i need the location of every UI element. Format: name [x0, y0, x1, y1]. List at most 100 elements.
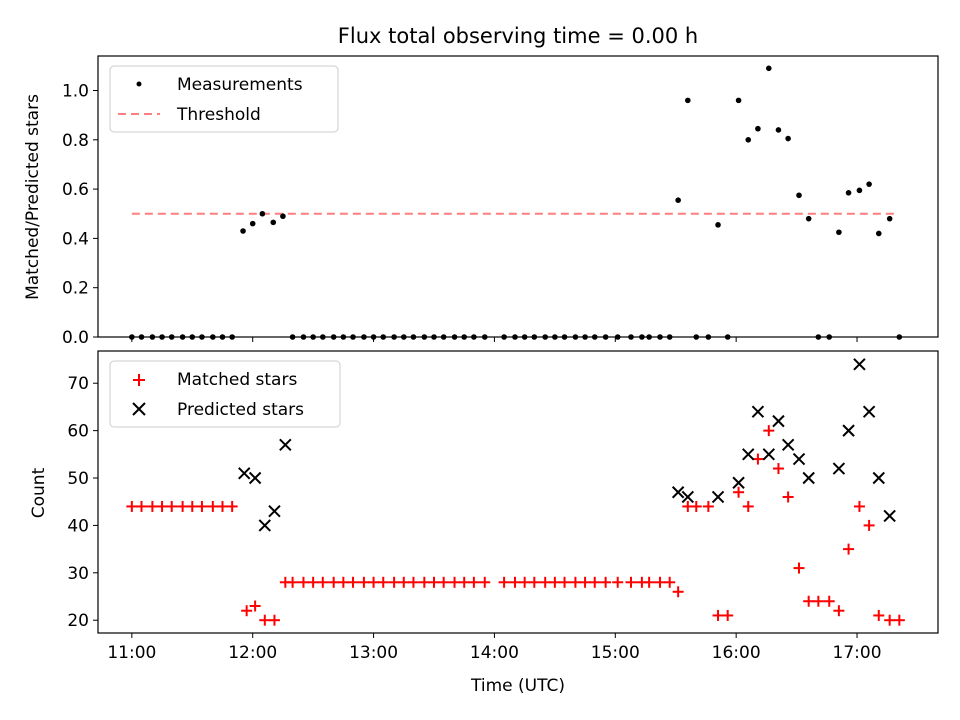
- predicted-star-stroke-b: [792, 452, 806, 466]
- measurement-point: [249, 220, 256, 227]
- measurement-point: [875, 230, 882, 237]
- top-y-tick-label: 0.2: [62, 279, 89, 299]
- bottom-x-ticks: 11:00 12:00 13:00 14:00 15:00 16:00 17:00: [107, 633, 882, 663]
- x-tick-label: 14:00: [470, 643, 519, 663]
- bottom-y-tick-label: 50: [67, 469, 89, 489]
- matched-star-marker: [528, 576, 540, 588]
- matched-star-marker: [216, 500, 228, 512]
- matched-star-marker: [722, 609, 734, 621]
- x-axis-label: Time (UTC): [470, 676, 565, 696]
- predicted-star-stroke-b: [671, 486, 685, 499]
- legend-matched-label: Matched stars: [177, 370, 297, 390]
- x-tick-label: 13:00: [349, 643, 398, 663]
- predicted-star-stroke-b: [279, 438, 292, 452]
- measurement-point: [745, 137, 752, 143]
- matched-star-marker: [672, 586, 684, 598]
- predicted-star-stroke-b: [832, 462, 846, 475]
- bottom-legend-box: [109, 360, 341, 428]
- matched-star-marker: [347, 576, 359, 588]
- legend-threshold-label: Threshold: [176, 105, 261, 125]
- matched-star-marker: [418, 576, 430, 588]
- matched-star-marker: [690, 500, 702, 512]
- predicted-star-marker: [792, 452, 806, 466]
- matched-star-marker: [241, 605, 253, 617]
- matched-star-marker: [226, 500, 238, 512]
- matched-star-marker: [479, 576, 491, 588]
- predicted-star-stroke-b: [268, 504, 281, 518]
- matched-star-marker: [782, 491, 794, 503]
- top-y-ticks: 0.0 0.2 0.4 0.6 0.8 1.0: [62, 82, 98, 348]
- matched-star-marker: [863, 519, 875, 531]
- top-y-tick-label: 1.0: [62, 82, 89, 102]
- predicted-star-stroke-b: [802, 471, 815, 485]
- matched-star-marker: [519, 576, 531, 588]
- predicted-star-marker: [781, 438, 795, 452]
- matched-star-marker: [712, 609, 724, 621]
- matched-star-marker: [579, 576, 591, 588]
- predicted-star-stroke-b: [762, 448, 775, 461]
- measurement-point: [270, 219, 277, 226]
- predicted-star-stroke-b: [872, 471, 885, 485]
- matched-star-marker: [388, 576, 400, 588]
- predicted-star-stroke-b: [781, 438, 795, 452]
- predicted-star-marker: [681, 490, 695, 504]
- matched-star-marker: [498, 576, 510, 588]
- matched-star-marker: [328, 576, 340, 588]
- matched-star-marker: [156, 500, 168, 512]
- bottom-y-tick-label: 30: [67, 564, 89, 584]
- predicted-star-stroke-b: [751, 405, 765, 418]
- matched-star-marker: [833, 605, 845, 617]
- predicted-star-stroke-b: [842, 424, 855, 437]
- matched-star-marker: [458, 576, 470, 588]
- matched-star-marker: [664, 576, 676, 588]
- predicted-star-marker: [732, 476, 745, 489]
- top-x-ticks: [131, 337, 858, 342]
- top-y-axis-label: Matched/Predicted stars: [23, 94, 43, 300]
- top-y-tick-label: 0.0: [62, 328, 89, 348]
- measurement-point: [866, 181, 872, 187]
- bottom-y-tick-label: 60: [67, 422, 89, 442]
- matched-star-marker: [307, 576, 319, 588]
- matched-star-marker: [287, 576, 299, 588]
- legend-measurements-label: Measurements: [177, 75, 303, 95]
- matched-star-marker: [893, 614, 905, 626]
- matched-star-marker: [843, 543, 855, 555]
- matched-star-marker: [166, 500, 178, 512]
- matched-star-marker: [643, 576, 655, 588]
- matched-star-marker: [509, 576, 521, 588]
- x-tick-label: 11:00: [107, 643, 156, 663]
- matched-star-marker: [398, 576, 410, 588]
- measurement-point: [715, 222, 721, 228]
- matched-star-marker: [549, 576, 561, 588]
- measurement-point: [805, 215, 812, 222]
- predicted-star-marker: [248, 471, 262, 485]
- matched-star-marker: [407, 576, 419, 588]
- matched-star-marker: [702, 500, 714, 512]
- matched-star-marker: [559, 576, 571, 588]
- matched-star-marker: [812, 595, 824, 607]
- matched-star-marker: [589, 576, 601, 588]
- bottom-axes-frame: [97, 350, 939, 634]
- matched-star-marker: [368, 576, 380, 588]
- predicted-star-stroke-b: [862, 405, 876, 418]
- legend-predicted-marker: [132, 402, 146, 416]
- predicted-star-stroke-b: [258, 519, 271, 532]
- predicted-star-marker: [832, 462, 846, 475]
- predicted-star-stroke-b: [238, 467, 251, 480]
- top-y-tick-label: 0.4: [62, 229, 89, 249]
- measurement-point: [259, 210, 266, 217]
- top-y-tick-label: 0.8: [62, 131, 89, 151]
- matched-star-marker: [146, 500, 158, 512]
- matched-star-marker: [625, 576, 637, 588]
- bottom-y-ticks: 20 30 40 50 60 70: [67, 374, 98, 631]
- top-legend-box: [109, 65, 339, 133]
- predicted-star-stroke-b: [681, 490, 695, 504]
- predicted-star-marker: [751, 405, 765, 418]
- matched-star-marker: [136, 500, 148, 512]
- predicted-star-marker: [279, 438, 292, 452]
- predicted-star-marker: [883, 509, 896, 523]
- measurement-point: [856, 187, 863, 194]
- matched-star-marker: [268, 614, 280, 626]
- matched-star-marker: [803, 595, 815, 607]
